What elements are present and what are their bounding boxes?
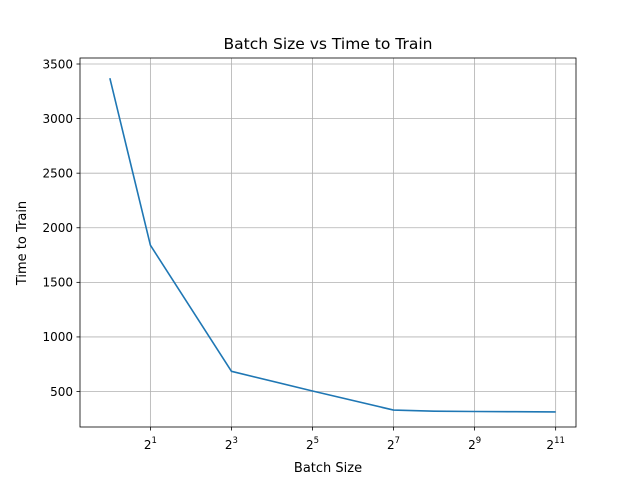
y-tick-label: 2000 — [42, 221, 73, 235]
y-tick-label: 1500 — [42, 276, 73, 290]
x-tick-base: 2 — [468, 438, 476, 452]
y-tick-label: 500 — [50, 385, 73, 399]
x-tick-exponent: 9 — [476, 436, 481, 446]
y-axis-label: Time to Train — [15, 201, 30, 286]
x-tick-base: 2 — [144, 438, 152, 452]
x-tick-exponent: 7 — [395, 436, 400, 446]
x-tick-exponent: 11 — [554, 436, 565, 446]
x-tick-label: 23 — [225, 436, 238, 452]
grid-lines — [80, 58, 576, 427]
x-tick-base: 2 — [306, 438, 314, 452]
x-tick-label: 21 — [144, 436, 157, 452]
x-tick-label: 25 — [306, 436, 319, 452]
x-tick-label: 27 — [387, 436, 400, 452]
x-tick-base: 2 — [225, 438, 233, 452]
y-tick-label: 1000 — [42, 330, 73, 344]
series-line — [109, 78, 556, 413]
plot-frame — [79, 57, 577, 428]
x-axis-ticks: 21 23 25 27 29 211 — [144, 427, 565, 452]
x-tick-exponent: 3 — [233, 436, 238, 446]
x-tick-exponent: 1 — [152, 436, 157, 446]
y-tick-label: 3500 — [42, 57, 73, 71]
x-tick-base: 2 — [387, 438, 395, 452]
y-tick-label: 3000 — [42, 112, 73, 126]
x-tick-base: 2 — [546, 438, 554, 452]
x-tick-label: 29 — [468, 436, 481, 452]
y-tick-label: 2500 — [42, 166, 73, 180]
x-axis-label: Batch Size — [294, 461, 362, 476]
x-tick-exponent: 5 — [314, 436, 319, 446]
y-axis-ticks: 500 1000 1500 2000 2500 3000 3500 — [42, 57, 80, 399]
chart-title: Batch Size vs Time to Train — [224, 35, 433, 53]
plot-lines — [109, 78, 556, 413]
x-tick-label: 211 — [546, 436, 564, 452]
